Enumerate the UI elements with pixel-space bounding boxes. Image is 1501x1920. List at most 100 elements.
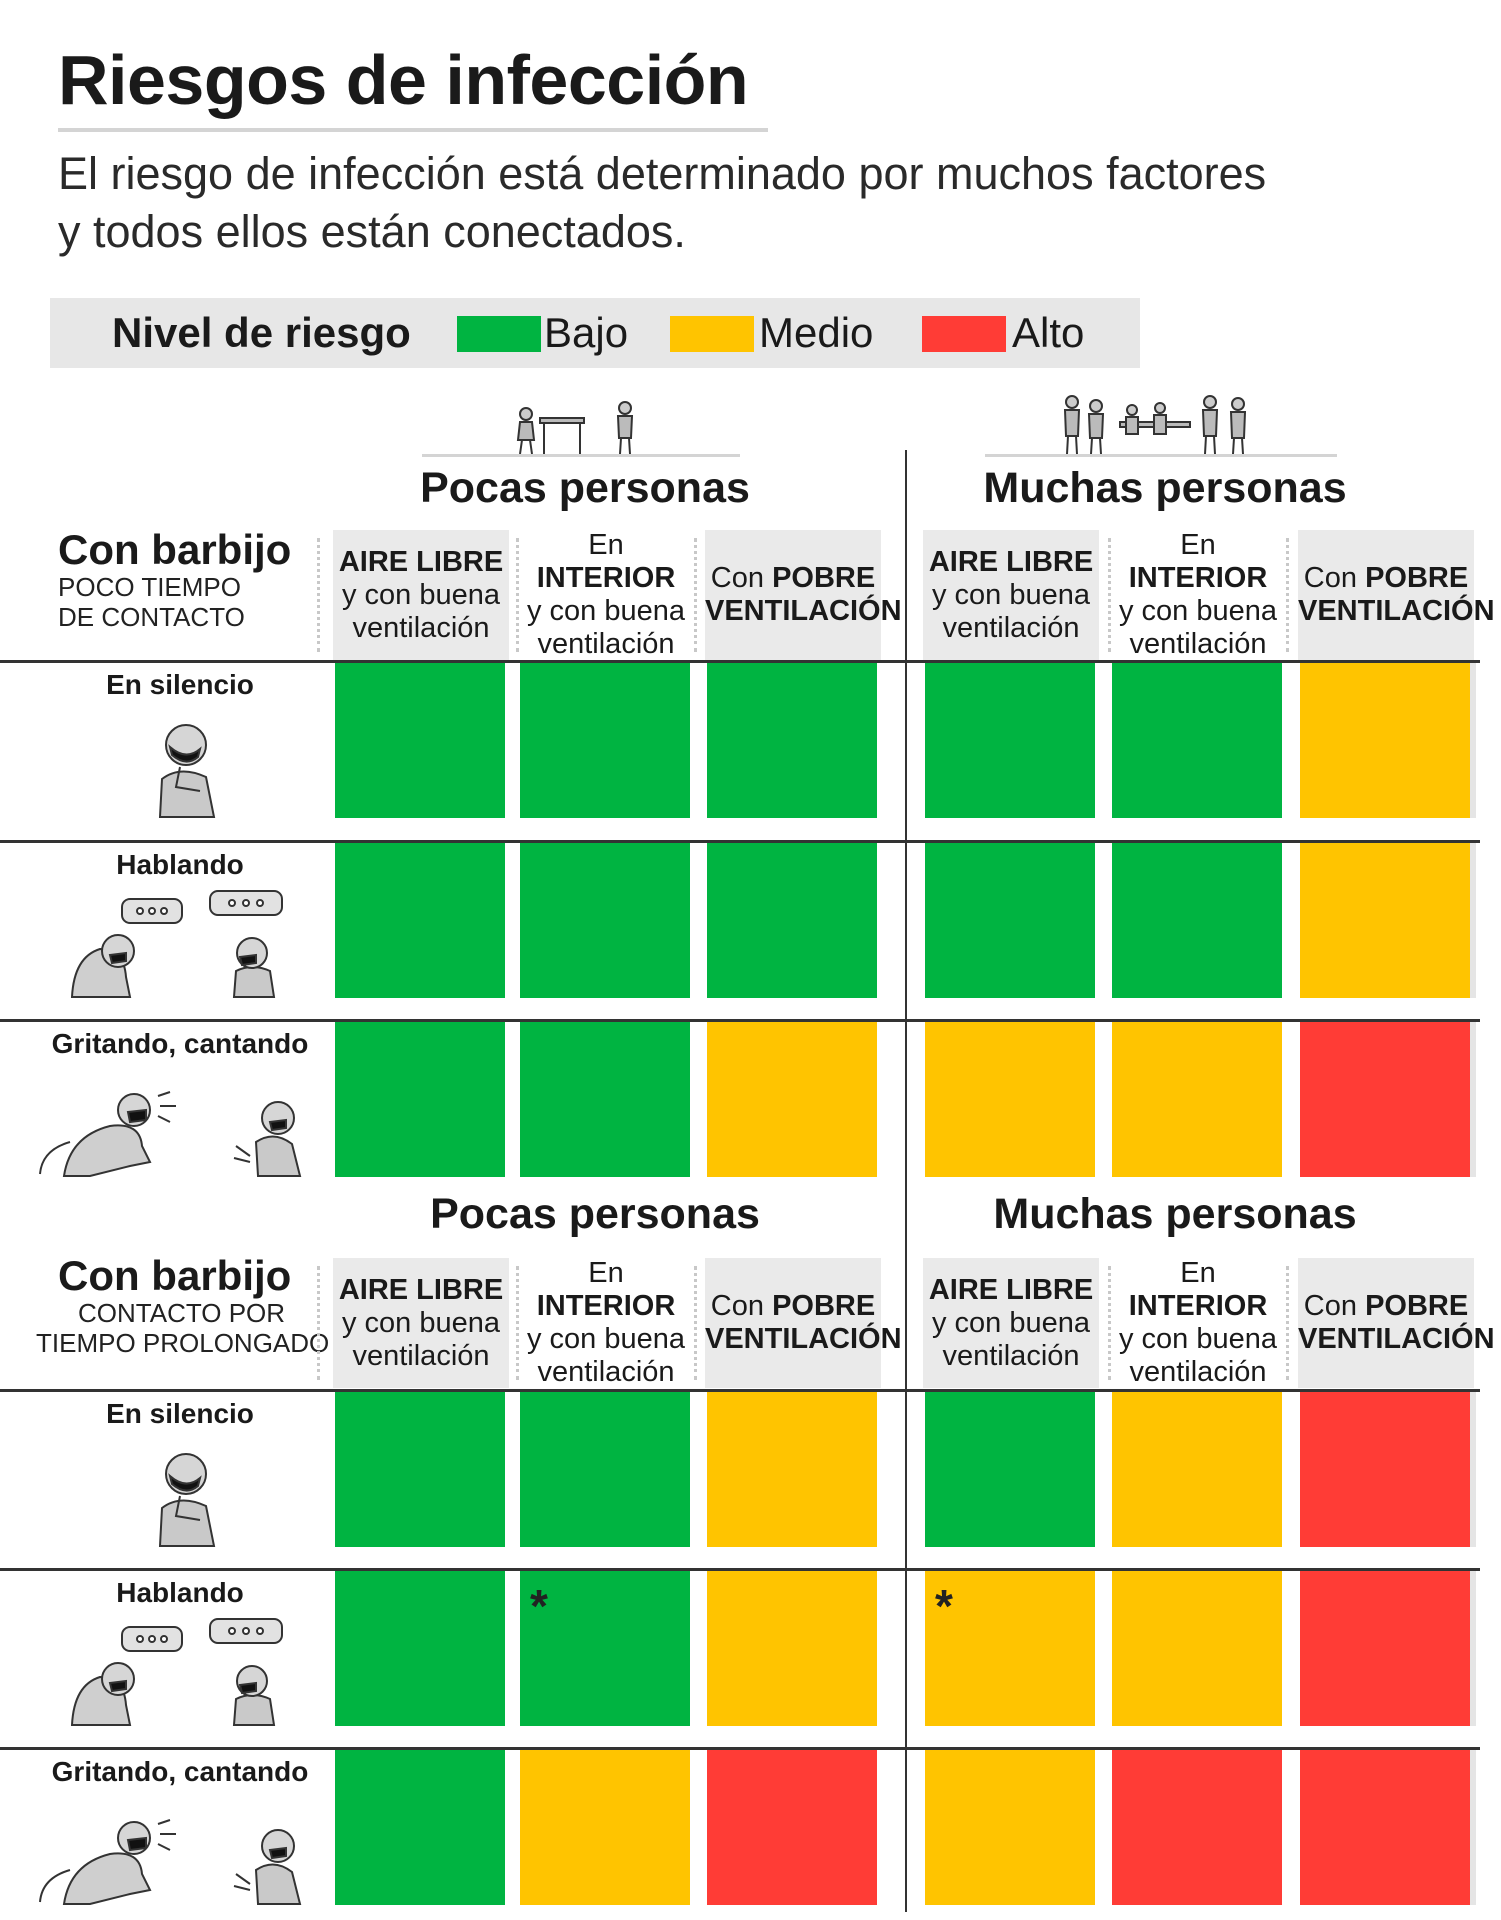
column-header-line-1: En INTERIOR (1110, 1257, 1286, 1323)
table1-subtitle-2: DE CONTACTO (58, 602, 245, 632)
chart-title: Riesgos de infección (58, 41, 749, 119)
legend-swatch-bajo (457, 316, 541, 352)
footnote-asterisk: * (530, 1580, 548, 1632)
column-header-keyword-2: VENTILACIÓN (1298, 595, 1495, 627)
risk-cell-hablando-muchas-interior (1112, 843, 1282, 998)
column-header-keyword-2: VENTILACIÓN (1298, 1323, 1495, 1355)
column-header-line-3: ventilación (1129, 1356, 1267, 1388)
risk-cell-silencio-pocas-pobre (707, 1392, 877, 1547)
column-header-line-3: ventilación (942, 1339, 1080, 1372)
risk-cell-silencio-muchas-interior (1112, 1392, 1282, 1547)
column-header-line-1: En INTERIOR (518, 529, 694, 595)
risk-cell-silencio-muchas-interior (1112, 663, 1282, 818)
risk-cell-gritando-muchas-pobre (1300, 1022, 1470, 1177)
group-separator (905, 450, 907, 1912)
silencio-illustration (158, 1453, 216, 1547)
risk-cell-hablando-muchas-aire-libre: * (925, 1571, 1095, 1726)
column-header-keyword-2: VENTILACIÓN (705, 1323, 902, 1355)
column-header-pocas-pobre: Con POBRE VENTILACIÓN (705, 530, 902, 660)
column-header-line-1: Con POBRE (705, 562, 881, 595)
risk-cell-gritando-muchas-aire-libre (925, 1022, 1095, 1177)
risk-cell-gritando-muchas-interior (1112, 1750, 1282, 1905)
column-header-dots (1286, 1266, 1289, 1380)
hablando-illustration (70, 1618, 283, 1726)
group-header-muchas-1: Muchas personas (983, 464, 1347, 512)
risk-cell-hablando-pocas-interior: * (520, 1571, 690, 1726)
hablando-illustration (70, 890, 283, 998)
column-header-pocas-pobre: Con POBRE VENTILACIÓN (705, 1258, 902, 1388)
column-header-pocas-aire-libre: AIRE LIBRE y con buena ventilación (333, 1258, 509, 1388)
column-header-line-3: ventilación (942, 611, 1080, 644)
risk-cell-silencio-pocas-aire-libre (335, 663, 505, 818)
risk-cell-gritando-pocas-pobre (707, 1750, 877, 1905)
column-header-muchas-pobre: Con POBRE VENTILACIÓN (1298, 1258, 1495, 1388)
group-header-muchas-2: Muchas personas (993, 1190, 1357, 1238)
column-header-keyword: INTERIOR (1128, 562, 1268, 594)
column-header-line-1: AIRE LIBRE (923, 546, 1099, 579)
column-header-line-1: AIRE LIBRE (923, 1274, 1099, 1307)
column-header-line-2: y con buena (1118, 595, 1277, 627)
column-header-pocas-interior: En INTERIOR y con buena ventilación (518, 1257, 694, 1388)
title-underline (58, 128, 768, 132)
column-header-dots (516, 538, 519, 652)
row-label-hablando: Hablando (116, 1577, 244, 1608)
column-header-line-2: VENTILACIÓN (705, 595, 902, 628)
many-people-illustration (1063, 395, 1247, 455)
gritando-illustration (39, 1091, 302, 1177)
risk-cell-gritando-pocas-interior (520, 1750, 690, 1905)
risk-cell-hablando-muchas-pobre (1300, 843, 1470, 998)
column-header-keyword: INTERIOR (1128, 1290, 1268, 1322)
column-header-line-1: Con POBRE (1298, 562, 1474, 595)
legend: Nivel de riesgo Bajo Medio Alto (50, 298, 1140, 368)
column-header-dots (516, 1266, 519, 1380)
column-header-dots (694, 1266, 697, 1380)
risk-cell-hablando-pocas-pobre (707, 1571, 877, 1726)
table2-subtitle-1: CONTACTO POR (78, 1298, 286, 1328)
column-header-keyword: AIRE LIBRE (928, 545, 1094, 578)
column-header-prefix: En (588, 529, 624, 561)
legend-swatch-alto (922, 316, 1006, 352)
risk-cell-silencio-pocas-aire-libre (335, 1392, 505, 1547)
risk-cell-silencio-muchas-aire-libre (925, 1392, 1095, 1547)
column-header-prefix: En (588, 1257, 624, 1289)
column-header-pocas-aire-libre: AIRE LIBRE y con buena ventilación (333, 530, 509, 660)
footnote-asterisk: * (935, 1580, 953, 1632)
column-header-keyword: INTERIOR (536, 562, 676, 594)
column-header-line-1: AIRE LIBRE (333, 1274, 509, 1307)
legend-swatch-medio (670, 316, 754, 352)
risk-cell-hablando-pocas-pobre (707, 843, 877, 998)
column-header-line-3: ventilación (352, 611, 490, 644)
column-header-muchas-pobre: Con POBRE VENTILACIÓN (1298, 530, 1495, 660)
column-header-line-2: y con buena (1118, 1323, 1277, 1355)
column-header-dots (1108, 1266, 1111, 1380)
column-header-prefix: Con (1303, 1290, 1366, 1322)
subtitle-line-1: El riesgo de infección está determinado … (58, 148, 1267, 199)
row-divider (0, 1019, 1480, 1022)
column-header-line-1: Con POBRE (1298, 1290, 1474, 1323)
row-divider (0, 660, 1480, 663)
risk-cell-silencio-muchas-pobre (1300, 663, 1470, 818)
risk-cell-silencio-muchas-aire-libre (925, 663, 1095, 818)
legend-label-alto: Alto (1012, 309, 1085, 356)
column-header-keyword: POBRE (772, 562, 876, 594)
column-header-line-2: VENTILACIÓN (1298, 595, 1495, 628)
column-header-line-2: VENTILACIÓN (705, 1323, 902, 1356)
table2-title: Con barbijo (58, 1252, 292, 1299)
column-header-line-1: AIRE LIBRE (333, 546, 509, 579)
column-header-keyword: POBRE (1365, 1290, 1469, 1322)
column-header-muchas-aire-libre: AIRE LIBRE y con buena ventilación (923, 530, 1099, 660)
column-header-line-2: y con buena (931, 578, 1090, 611)
column-header-line-1: En INTERIOR (518, 1257, 694, 1323)
row-header-dots (317, 1266, 320, 1380)
row-label-silencio: En silencio (106, 1398, 254, 1429)
risk-cell-gritando-pocas-aire-libre (335, 1750, 505, 1905)
column-header-line-3: ventilación (352, 1339, 490, 1372)
column-header-prefix: Con (710, 562, 773, 594)
column-header-line-1: En INTERIOR (1110, 529, 1286, 595)
column-header-prefix: En (1180, 1257, 1216, 1289)
column-header-line-2: y con buena (931, 1306, 1090, 1339)
group-header-pocas-1: Pocas personas (420, 464, 750, 512)
table1-title: Con barbijo (58, 526, 292, 573)
column-header-line-2: y con buena (526, 1323, 685, 1355)
column-header-muchas-interior: En INTERIOR y con buena ventilación (1110, 529, 1286, 660)
